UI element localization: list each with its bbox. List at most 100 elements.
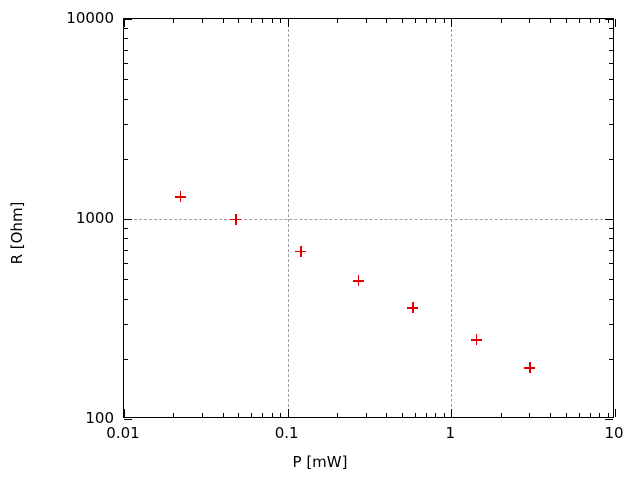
y-axis-tick (124, 63, 128, 65)
y-axis-tick (124, 158, 128, 160)
x-axis-tick (336, 413, 338, 417)
y-axis-tick (609, 63, 613, 65)
y-axis-tick (124, 263, 128, 265)
y-axis-tick (124, 38, 128, 40)
x-axis-tick (443, 19, 445, 23)
x-axis-tick (599, 413, 601, 417)
y-axis-tick (605, 19, 613, 20)
y-axis-label-container: R [Ohm] (2, 202, 32, 265)
x-axis-tick (287, 19, 289, 27)
x-axis-tick (425, 413, 427, 417)
y-axis-tick (609, 38, 613, 40)
y-axis-tick (609, 238, 613, 240)
x-gridline (287, 19, 289, 417)
x-axis-tick (124, 409, 125, 417)
x-axis-tick (451, 409, 453, 417)
x-axis-tick (402, 19, 404, 23)
y-tick-label: 100 (85, 409, 114, 427)
x-axis-tick (615, 19, 616, 27)
data-point-marker (229, 213, 241, 225)
data-point-marker (407, 302, 419, 314)
x-axis-tick (451, 19, 453, 27)
x-axis-tick (386, 413, 388, 417)
data-point-marker (470, 333, 482, 345)
y-axis-tick (609, 323, 613, 325)
x-axis-tick (415, 19, 417, 23)
x-axis-tick (565, 19, 567, 23)
y-axis-tick (124, 298, 128, 300)
x-tick-label: 1 (445, 424, 456, 442)
x-axis-tick (251, 413, 253, 417)
x-axis-tick (251, 19, 253, 23)
x-axis-tick (262, 19, 264, 23)
y-axis-tick (124, 19, 132, 20)
x-axis-tick (386, 19, 388, 23)
x-axis-label: P [mW] (292, 453, 348, 471)
y-axis-tick (609, 158, 613, 160)
x-tick-label: 10 (604, 424, 624, 442)
x-axis-tick (529, 19, 531, 23)
x-axis-tick (607, 413, 609, 417)
y-gridline (124, 219, 613, 220)
data-point-marker (174, 191, 186, 203)
x-axis-tick (280, 19, 282, 23)
x-axis-tick (238, 413, 240, 417)
x-axis-tick (500, 19, 502, 23)
y-axis-tick (124, 323, 128, 325)
x-axis-tick (529, 413, 531, 417)
x-tick-label: 0.01 (106, 424, 140, 442)
x-axis-tick (271, 19, 273, 23)
x-axis-tick (500, 413, 502, 417)
x-axis-tick (589, 19, 591, 23)
y-axis-tick (124, 228, 128, 230)
y-axis-tick (609, 49, 613, 51)
x-axis-tick (435, 413, 437, 417)
y-axis-tick (605, 219, 613, 220)
y-axis-tick (609, 123, 613, 125)
y-axis-tick (124, 419, 132, 420)
y-axis-tick (124, 123, 128, 125)
x-tick-label: 0.1 (274, 424, 299, 442)
x-axis-tick (607, 19, 609, 23)
y-axis-tick (124, 279, 128, 281)
y-axis-tick (124, 249, 128, 251)
plot-area (123, 18, 616, 420)
x-axis-tick (402, 413, 404, 417)
y-axis-tick (124, 219, 132, 220)
x-gridline (451, 19, 453, 417)
y-axis-tick (124, 98, 128, 100)
y-axis-tick (609, 279, 613, 281)
x-axis-tick (173, 19, 175, 23)
x-axis-tick (589, 413, 591, 417)
x-axis-tick (565, 413, 567, 417)
x-axis-tick (222, 19, 224, 23)
x-axis-tick (202, 19, 204, 23)
y-axis-tick (609, 249, 613, 251)
x-axis-tick (425, 19, 427, 23)
x-axis-tick (435, 19, 437, 23)
data-point-marker (295, 245, 307, 257)
y-axis-label: R [Ohm] (8, 201, 26, 265)
y-axis-tick (124, 358, 128, 360)
x-axis-tick (222, 413, 224, 417)
x-axis-tick (336, 19, 338, 23)
x-axis-tick (443, 413, 445, 417)
y-axis-tick (124, 238, 128, 240)
x-axis-tick (173, 413, 175, 417)
x-axis-tick (615, 409, 616, 417)
x-axis-tick (415, 413, 417, 417)
x-axis-tick (238, 19, 240, 23)
x-axis-tick (578, 19, 580, 23)
data-point-marker (352, 275, 364, 287)
y-axis-tick (124, 28, 128, 30)
y-axis-tick (609, 298, 613, 300)
data-point-marker (523, 362, 535, 374)
y-axis-tick (609, 358, 613, 360)
x-axis-tick (599, 19, 601, 23)
y-axis-tick (609, 28, 613, 30)
x-axis-tick (287, 409, 289, 417)
x-axis-tick (549, 413, 551, 417)
y-axis-tick (609, 98, 613, 100)
y-tick-label: 10000 (66, 9, 114, 27)
